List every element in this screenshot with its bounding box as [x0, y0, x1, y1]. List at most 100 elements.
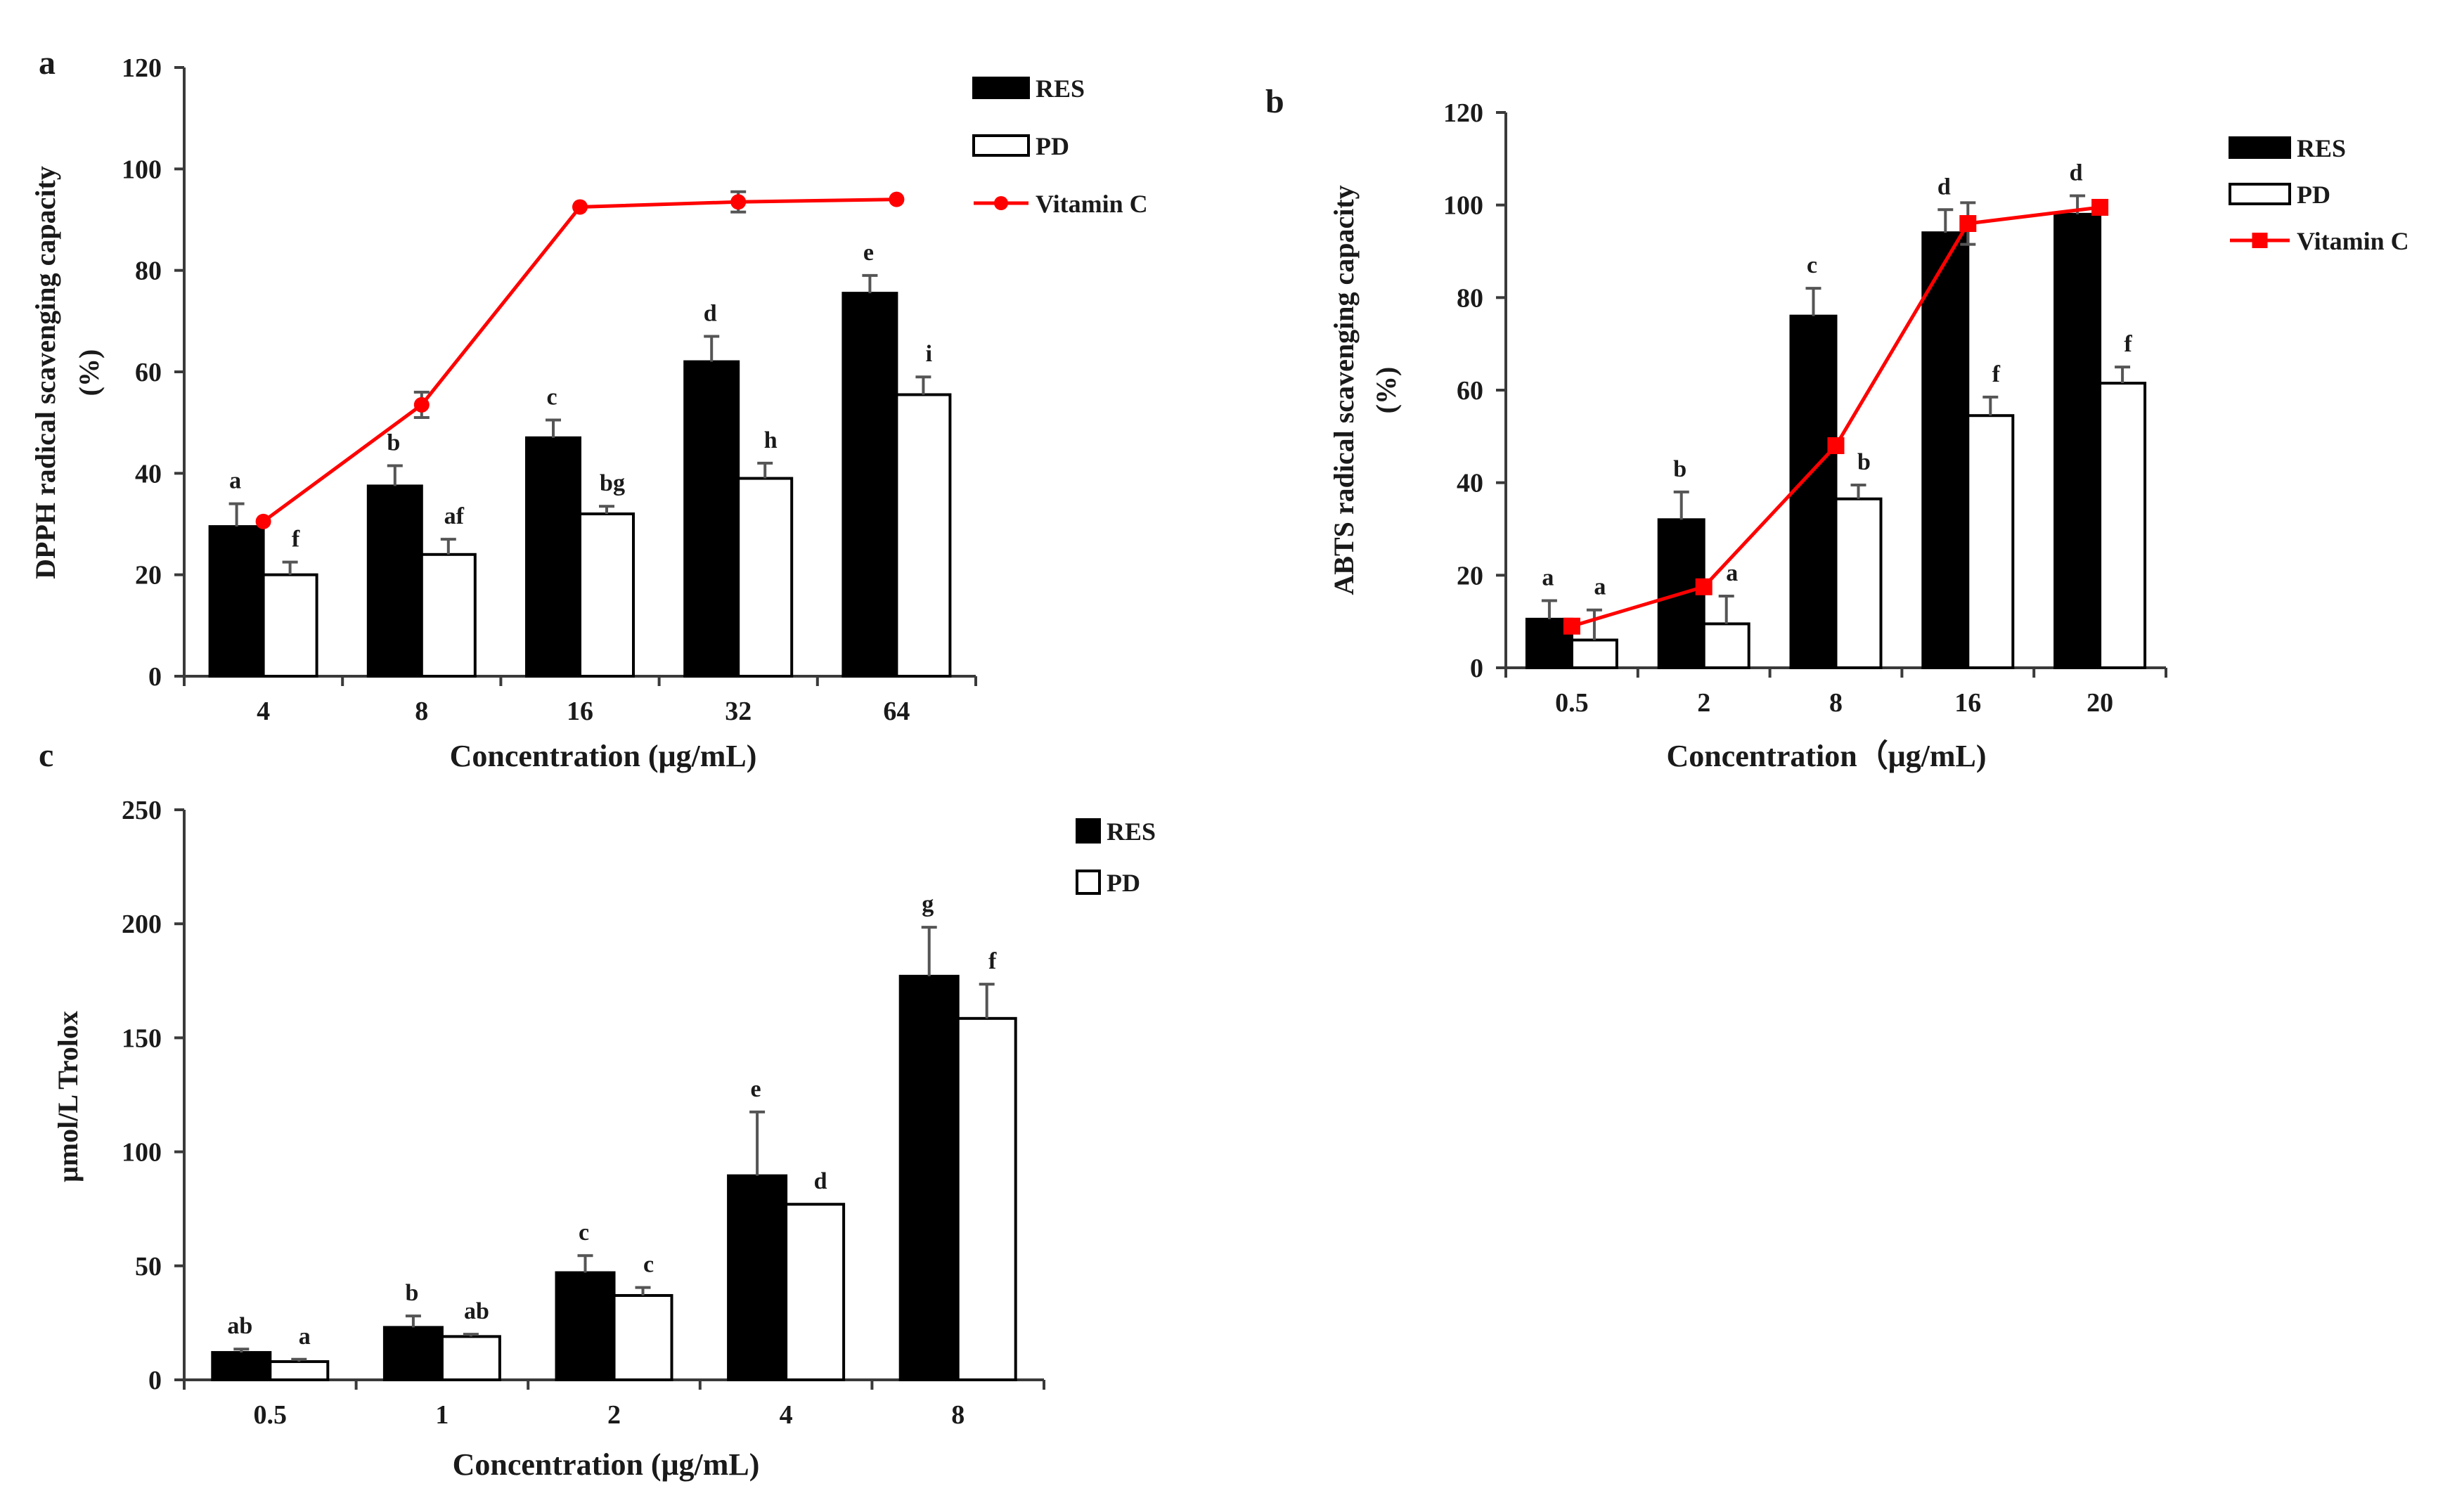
bar-pd-4 [895, 393, 952, 678]
y-tick-label: 80 [1457, 283, 1483, 313]
x-tick-label: 32 [725, 697, 752, 726]
point-vitamin-c-0 [1563, 617, 1580, 635]
significance-label: a [299, 1324, 311, 1350]
x-tick-label: 0.5 [1555, 688, 1589, 718]
significance-label: b [1673, 456, 1687, 482]
y-tick-label: 150 [122, 1023, 162, 1053]
y-tick-label: 20 [1457, 561, 1483, 590]
point-vitamin-c-0 [255, 513, 271, 529]
significance-label: f [292, 526, 300, 553]
y-axis-title-unit: (%) [1370, 367, 1402, 414]
bar-pd-2 [612, 1293, 673, 1382]
bar-pd-3 [785, 1203, 846, 1382]
y-tick-label: 60 [135, 358, 162, 387]
x-tick-label: 2 [1697, 688, 1710, 718]
panel-letter: c [39, 737, 53, 774]
significance-label: d [1937, 174, 1951, 200]
significance-label: f [988, 948, 997, 974]
significance-label: h [764, 427, 778, 453]
bar-pd-0 [1570, 638, 1618, 669]
x-tick-label: 0.5 [254, 1400, 288, 1430]
bar-res-4 [841, 292, 898, 678]
significance-label: a [229, 468, 241, 494]
y-tick-label: 0 [1470, 654, 1483, 683]
bar-pd-3 [737, 477, 794, 678]
bar-res-2 [1789, 314, 1838, 669]
significance-label: g [922, 891, 934, 917]
significance-label: ab [227, 1313, 252, 1339]
significance-label: b [387, 430, 400, 456]
x-tick-label: 8 [1829, 688, 1843, 718]
x-tick-label: 16 [567, 697, 593, 726]
bar-pd-4 [956, 1016, 1017, 1382]
significance-label: d [814, 1168, 827, 1194]
significance-label: bg [600, 470, 625, 496]
x-tick-label: 8 [415, 697, 428, 726]
bar-res-4 [898, 974, 960, 1381]
chart-panel-a: a 0 20 40 60 80 100 120 4 8 16 32 64 Concentration (μ… [30, 44, 1148, 773]
significance-label: e [863, 240, 874, 266]
point-vitamin-c-3 [730, 194, 747, 210]
legend-label: Vitamin C [2297, 227, 2409, 255]
legend-swatch-res [972, 77, 1030, 99]
y-tick-label: 120 [122, 53, 162, 83]
legend-label: PD [1036, 132, 1069, 160]
y-tick-label: 60 [1457, 376, 1483, 406]
x-axis-title: Concentration (μg/mL) [453, 1447, 760, 1482]
chart-panel-b: b 0 20 40 60 80 100 120 0.5 2 8 16 20 Concentration（μ… [1265, 83, 2409, 773]
significance-label: c [643, 1252, 654, 1278]
legend-marker-vitamin-c [2252, 233, 2268, 248]
bar-res-4 [2053, 212, 2102, 670]
point-vitamin-c-1 [1695, 578, 1713, 595]
chart-panel-c: c 0 50 100 150 200 250 0.5 1 2 4 8 Concentration (μg… [39, 737, 1156, 1482]
legend-label: PD [2297, 181, 2330, 209]
bar-pd-0 [262, 573, 318, 678]
y-axis-title: DPPH radical scavenging capacity [30, 166, 61, 579]
point-vitamin-c-2 [1827, 437, 1845, 454]
y-tick-label: 40 [1457, 469, 1483, 498]
x-axis-title: Concentration（μg/mL) [1666, 739, 1986, 773]
bar-res-0 [208, 525, 265, 678]
bar-res-1 [382, 1326, 444, 1381]
significance-label: c [579, 1220, 589, 1246]
point-vitamin-c-4 [889, 191, 905, 207]
legend-swatch-pd [1076, 870, 1101, 895]
bar-pd-2 [579, 512, 635, 678]
legend-label: PD [1107, 869, 1140, 897]
significance-label: a [1542, 565, 1554, 591]
point-vitamin-c-1 [413, 396, 430, 413]
bar-pd-1 [440, 1335, 501, 1382]
x-tick-label: 8 [951, 1400, 965, 1430]
significance-label: e [751, 1076, 761, 1102]
bar-pd-1 [1702, 622, 1750, 669]
legend-swatch-res [1076, 818, 1101, 844]
y-axis-title: ABTS radical scavenging capacity [1328, 185, 1360, 595]
x-tick-label: 20 [2087, 688, 2113, 718]
panel-letter: b [1265, 83, 1284, 120]
significance-label: a [1594, 574, 1606, 600]
y-axis-title-unit: (%) [73, 349, 105, 396]
bar-res-2 [525, 436, 581, 678]
bar-res-3 [1921, 231, 1970, 669]
point-vitamin-c-3 [1959, 215, 1977, 232]
significance-label: d [2070, 160, 2083, 186]
y-axis-title: μmol/L Trolox [52, 1011, 84, 1182]
significance-label: b [405, 1280, 418, 1306]
y-tick-label: 40 [135, 459, 162, 489]
point-vitamin-c-2 [572, 199, 588, 215]
x-tick-label: 2 [607, 1400, 621, 1430]
y-tick-label: 100 [1443, 191, 1483, 221]
bar-res-3 [727, 1174, 788, 1381]
y-tick-label: 50 [135, 1252, 162, 1281]
y-tick-label: 0 [148, 662, 162, 692]
bar-res-2 [555, 1271, 616, 1381]
significance-label: a [1726, 560, 1738, 586]
legend-label: RES [1036, 75, 1085, 103]
bar-res-3 [683, 360, 740, 678]
significance-label: ab [464, 1298, 489, 1324]
point-vitamin-c-4 [2091, 198, 2109, 216]
legend-label: RES [1107, 818, 1156, 846]
bar-pd-3 [1966, 414, 2015, 669]
bar-pd-1 [420, 553, 477, 678]
